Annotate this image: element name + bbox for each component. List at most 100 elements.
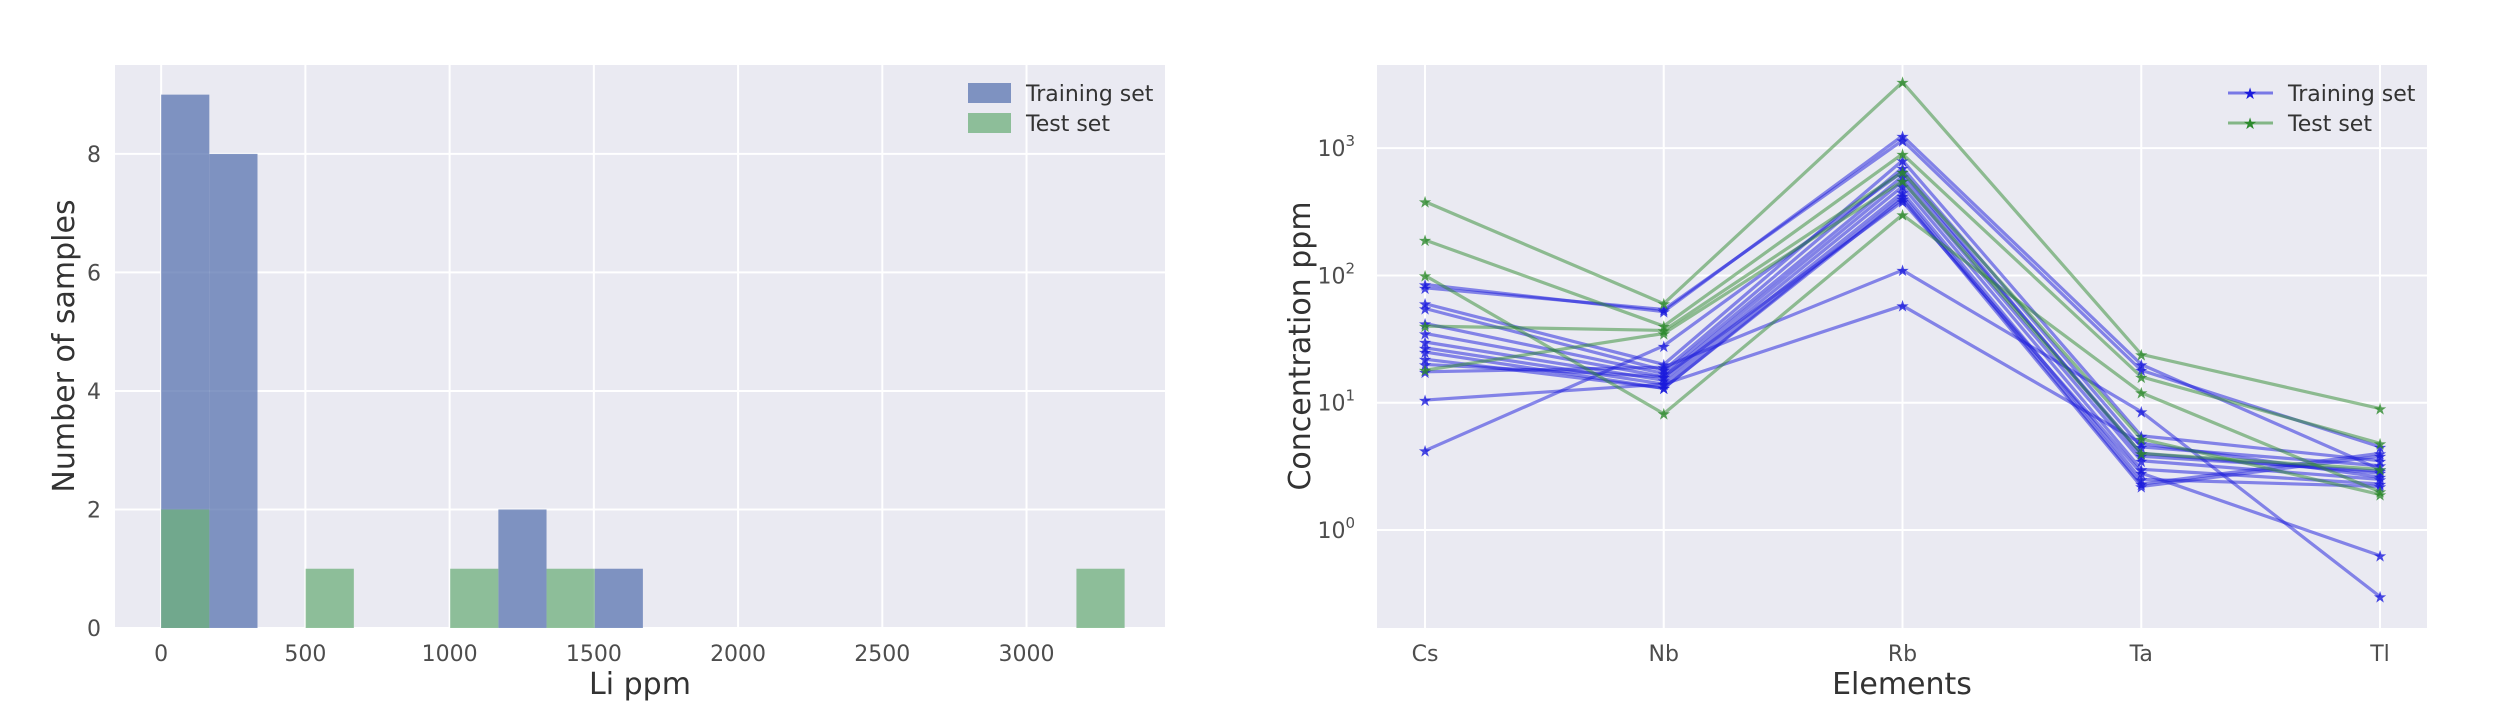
data-point-marker: ★ [1895,145,1909,164]
x-tick-label: 0 [154,642,168,667]
data-point-marker: ★ [1418,193,1432,212]
test-series: ★★★★★ [1418,73,2387,418]
test-bar [450,568,499,628]
x-tick-label: 2500 [854,642,910,667]
data-point-marker: ★ [1895,172,1909,191]
data-point-marker: ★ [1895,297,1909,316]
data-point-marker: ★ [2373,486,2387,505]
data-point-marker: ★ [2373,547,2387,566]
data-point-marker: ★ [2134,384,2148,403]
data-point-marker: ★ [1418,299,1432,318]
series-line [1424,138,2381,449]
legend-label-test: Test set [1025,112,1110,137]
data-point-marker: ★ [1657,405,1671,424]
data-point-marker: ★ [2134,447,2148,466]
histogram-y-ticks: 0 2 4 6 8 [87,143,101,642]
legend-label-test: Test set [2287,112,2372,137]
test-bar [161,509,210,628]
data-point-marker: ★ [2373,444,2387,463]
test-bar [1076,568,1125,628]
data-point-marker: ★ [2373,483,2387,502]
test-series: ★★★★★ [1418,206,2387,502]
histogram-x-ticks: 0 500 1000 1500 2000 2500 3000 [154,642,1054,667]
x-tick-label: 500 [284,642,326,667]
line-grid [1377,65,2427,628]
data-point-marker: ★ [2373,434,2387,453]
y-tick-label: 8 [87,143,101,168]
line-y-ticks: 100 101 102 103 [1317,132,1355,544]
histogram-grid [115,65,1165,629]
line-y-axis-label: Concentration ppm [1283,201,1318,490]
data-point-marker: ★ [1895,73,1909,92]
data-point-marker: ★ [2134,444,2148,463]
histogram-chart: 0 500 1000 1500 2000 2500 3000 0 2 4 6 8 Li ppm Nu… [47,65,1165,702]
series-line [1424,152,2381,445]
y-tick-label: 102 [1317,259,1355,289]
series-line [1424,197,2381,489]
data-point-marker: ★ [1895,206,1909,225]
data-point-marker: ★ [1418,314,1432,333]
data-point-marker: ★ [1418,391,1432,410]
y-tick-label: 100 [1317,514,1355,544]
x-tick-label: Cs [1412,642,1439,667]
legend-label-training: Training set [1025,82,1154,107]
line-chart: ★★★★★★★★★★★★★★★★★★★★★★★★★★★★★★★★★★★★★★★ ★… [1283,65,2427,702]
data-point-marker: ★ [1657,295,1671,314]
data-point-marker: ★ [1895,261,1909,280]
x-tick-label: Ta [2129,642,2153,667]
x-tick-label: Rb [1888,642,1917,667]
data-point-marker: ★ [1657,375,1671,394]
series-line [1424,200,2381,558]
test-bar [305,568,354,628]
data-point-marker: ★ [2373,468,2387,487]
data-point-marker: ★ [2134,368,2148,387]
y-tick-label: 4 [87,380,101,405]
histogram-x-axis-label: Li ppm [589,667,691,702]
data-point-marker: ★ [1418,361,1432,380]
data-point-marker: ★ [1418,324,1432,343]
y-tick-label: 103 [1317,132,1355,162]
line-x-ticks: Cs Nb Rb Ta Tl [1412,642,2390,667]
histogram-bars [161,94,1125,629]
test-bar [546,568,595,628]
line-series-group: ★★★★★★★★★★★★★★★★★★★★★★★★★★★★★★★★★★★★★★★ ★… [1418,73,2387,606]
legend-marker-training: ★ [2243,84,2257,103]
data-point-marker: ★ [1418,231,1432,250]
histogram-y-axis-label: Number of samples [47,199,82,492]
data-point-marker: ★ [2373,588,2387,607]
data-point-marker: ★ [2373,400,2387,419]
data-point-marker: ★ [1895,163,1909,182]
y-tick-label: 6 [87,261,101,286]
data-point-marker: ★ [2373,462,2387,481]
training-bar [209,153,258,629]
training-bar [498,509,547,628]
y-tick-label: 101 [1317,387,1355,417]
data-point-marker: ★ [1418,279,1432,298]
series-line [1424,303,2381,479]
x-tick-label: 2000 [710,642,766,667]
data-point-marker: ★ [2134,430,2148,449]
data-point-marker: ★ [2373,447,2387,466]
data-point-marker: ★ [2134,355,2148,374]
legend-swatch-test [968,113,1011,133]
x-tick-label: 3000 [999,642,1055,667]
x-tick-label: Nb [1649,642,1679,667]
legend-label-training: Training set [2287,82,2416,107]
data-point-marker: ★ [2134,464,2148,483]
x-tick-label: 1000 [422,642,478,667]
series-line [1424,179,2381,471]
x-tick-label: Tl [2369,642,2390,667]
data-point-marker: ★ [1657,321,1671,340]
x-tick-label: 1500 [566,642,622,667]
data-point-marker: ★ [1895,131,1909,150]
data-point-marker: ★ [2134,477,2148,496]
y-tick-label: 0 [87,617,101,642]
training-bar [594,568,643,628]
legend-marker-test: ★ [2243,114,2257,133]
training-series: ★★★★★ [1418,193,2387,566]
data-point-marker: ★ [1418,343,1432,362]
legend-swatch-training [968,83,1011,103]
test-series: ★★★★★ [1418,172,2387,479]
y-tick-label: 2 [87,498,101,523]
